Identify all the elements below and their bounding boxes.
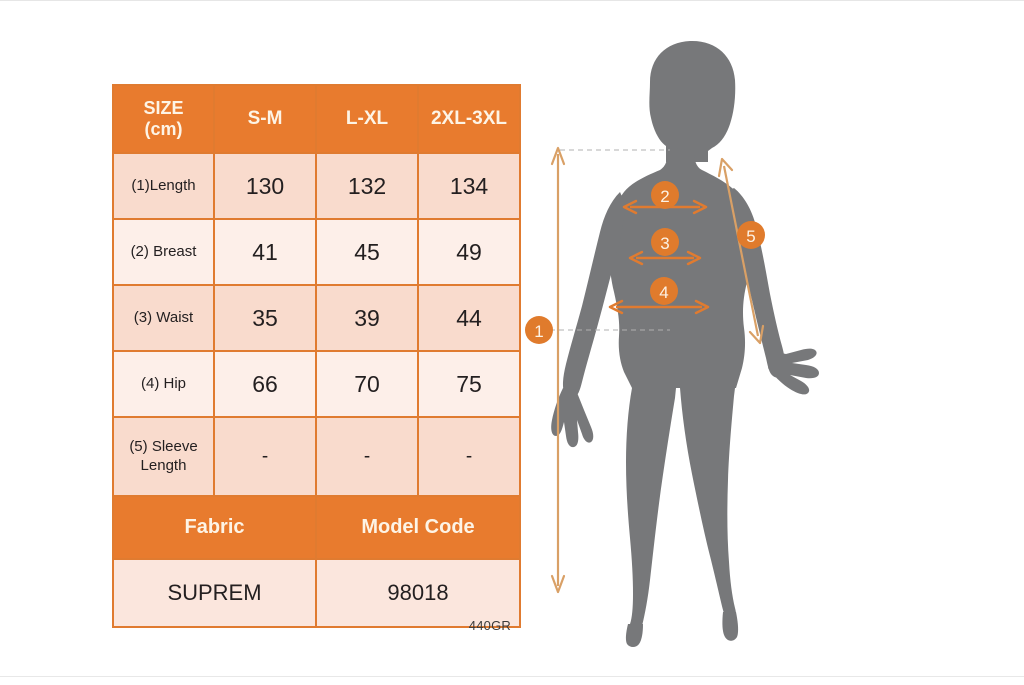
- row-label-waist: (3) Waist: [112, 284, 215, 352]
- measure-arrow-waist: [628, 250, 702, 266]
- row-label-sleeve-length: (5) Sleeve Length: [112, 416, 215, 497]
- marker-badge-3-label: 3: [660, 234, 669, 253]
- row-label-length: (1)Length: [112, 152, 215, 220]
- length-guide-lines: [550, 149, 670, 331]
- header-model-code: Model Code: [315, 495, 521, 560]
- row-label-sleeve-line2: Length: [140, 456, 187, 474]
- cell-sleeve-2xl3xl: -: [417, 416, 521, 497]
- cell-length-2xl3xl: 134: [417, 152, 521, 220]
- female-silhouette-icon: [551, 40, 819, 647]
- row-label-sleeve-line1: (5) Sleeve: [129, 437, 198, 455]
- measure-arrow-sleeve-length: [717, 157, 765, 345]
- measure-arrow-hip: [608, 299, 710, 315]
- header-size-unit: (cm): [144, 119, 183, 139]
- top-border-line: [0, 0, 1024, 1]
- header-column-2xl3xl: 2XL-3XL: [417, 84, 521, 154]
- cell-sleeve-sm: -: [213, 416, 317, 497]
- row-label-hip: (4) Hip: [112, 350, 215, 418]
- header-size-text: SIZE: [143, 98, 184, 119]
- cell-length-lxl: 132: [315, 152, 419, 220]
- cell-waist-sm: 35: [213, 284, 317, 352]
- marker-badge-1: 1: [525, 316, 553, 344]
- bottom-border-line: [0, 676, 1024, 677]
- cell-breast-lxl: 45: [315, 218, 419, 286]
- cell-waist-lxl: 39: [315, 284, 419, 352]
- fabric-weight-label: 440GR: [468, 618, 511, 633]
- table-row: (1)Length 130 132 134: [112, 152, 521, 220]
- marker-badge-1-label: 1: [534, 322, 543, 341]
- header-size-label: SIZE (cm): [112, 84, 215, 154]
- table-footer-value-row: SUPREM 98018: [112, 558, 521, 628]
- header-column-sm: S-M: [213, 84, 317, 154]
- cell-hip-sm: 66: [213, 350, 317, 418]
- marker-badge-4: 4: [650, 277, 678, 305]
- size-chart-table: SIZE (cm) S-M L-XL 2XL-3XL (1)Length 130…: [112, 84, 521, 628]
- measure-arrow-length: [550, 146, 566, 594]
- cell-breast-2xl3xl: 49: [417, 218, 521, 286]
- table-header: SIZE (cm) S-M L-XL 2XL-3XL: [112, 84, 521, 154]
- measurement-figure: 1 2 3 4 5: [520, 20, 840, 665]
- table-row: (3) Waist 35 39 44: [112, 284, 521, 352]
- table-row: (5) Sleeve Length - - -: [112, 416, 521, 497]
- table-footer-header-row: Fabric Model Code: [112, 495, 521, 560]
- cell-fabric-value: SUPREM: [112, 558, 317, 628]
- table-row: (4) Hip 66 70 75: [112, 350, 521, 418]
- marker-badge-5-label: 5: [746, 227, 755, 246]
- table-body: (1)Length 130 132 134 (2) Breast 41 45 4…: [112, 152, 521, 628]
- marker-badge-3: 3: [651, 228, 679, 256]
- marker-badge-5: 5: [737, 221, 765, 249]
- cell-sleeve-lxl: -: [315, 416, 419, 497]
- cell-hip-lxl: 70: [315, 350, 419, 418]
- cell-waist-2xl3xl: 44: [417, 284, 521, 352]
- cell-hip-2xl3xl: 75: [417, 350, 521, 418]
- table-row: (2) Breast 41 45 49: [112, 218, 521, 286]
- header-column-lxl: L-XL: [315, 84, 419, 154]
- marker-badge-2: 2: [651, 181, 679, 209]
- row-label-breast: (2) Breast: [112, 218, 215, 286]
- marker-badge-4-label: 4: [659, 283, 668, 302]
- header-fabric: Fabric: [112, 495, 317, 560]
- cell-breast-sm: 41: [213, 218, 317, 286]
- cell-model-code-value: 98018: [315, 558, 521, 628]
- table-header-row: SIZE (cm) S-M L-XL 2XL-3XL: [112, 84, 521, 154]
- marker-badge-2-label: 2: [660, 187, 669, 206]
- cell-length-sm: 130: [213, 152, 317, 220]
